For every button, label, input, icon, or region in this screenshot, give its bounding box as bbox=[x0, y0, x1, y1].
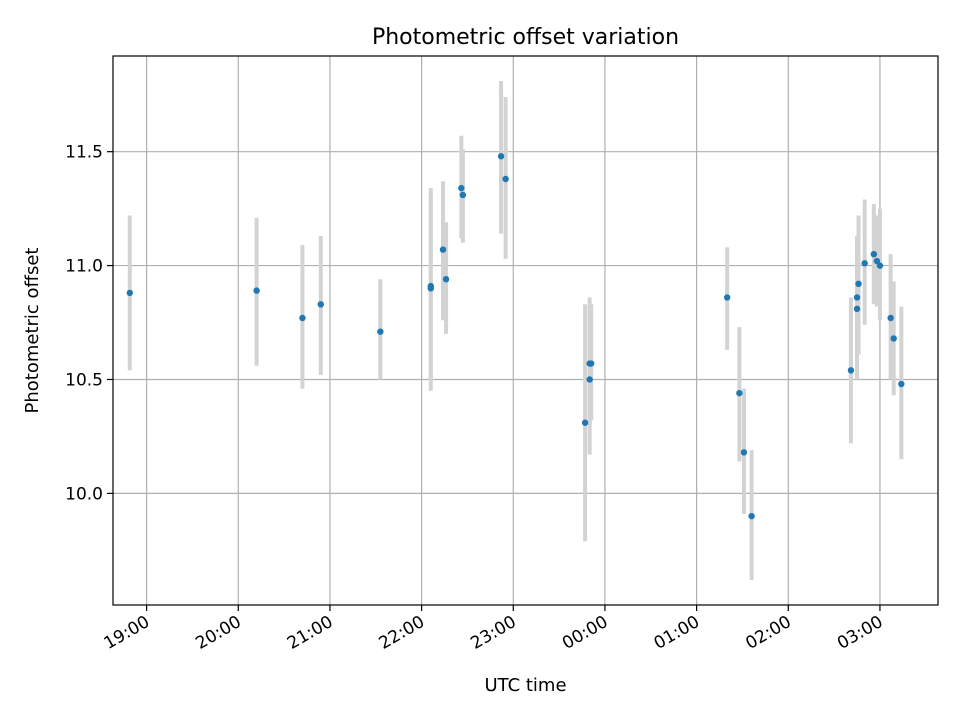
data-point bbox=[736, 389, 743, 397]
data-point bbox=[427, 282, 434, 290]
y-tick-label: 11.0 bbox=[65, 257, 103, 277]
data-point bbox=[442, 276, 450, 283]
data-point bbox=[740, 449, 748, 456]
data-point bbox=[299, 314, 306, 322]
data-point bbox=[853, 294, 861, 301]
data-point bbox=[723, 294, 731, 301]
data-point bbox=[898, 380, 905, 388]
data-point bbox=[439, 246, 447, 253]
chart-title: Photometric offset variation bbox=[372, 25, 679, 50]
data-point bbox=[853, 305, 861, 313]
data-point bbox=[855, 280, 862, 288]
data-points bbox=[126, 153, 905, 520]
data-point bbox=[876, 262, 884, 269]
data-point bbox=[253, 287, 260, 294]
plot-frame bbox=[112, 55, 939, 606]
data-point bbox=[873, 257, 881, 265]
data-point bbox=[748, 512, 755, 520]
y-tick-label: 10.0 bbox=[65, 484, 103, 504]
data-point bbox=[890, 335, 897, 342]
data-point bbox=[581, 419, 589, 426]
grid bbox=[113, 56, 938, 605]
data-point bbox=[377, 328, 384, 335]
data-point bbox=[587, 360, 595, 367]
y-tick-label: 11.5 bbox=[65, 143, 103, 163]
data-point bbox=[847, 367, 855, 374]
data-point bbox=[502, 175, 509, 183]
data-point bbox=[586, 376, 593, 383]
x-axis-label: UTC time bbox=[484, 675, 566, 696]
data-point bbox=[497, 153, 505, 160]
y-axis-label: Photometric offset bbox=[22, 248, 43, 414]
data-point bbox=[870, 250, 878, 258]
data-point bbox=[861, 260, 868, 267]
data-point bbox=[458, 184, 465, 192]
y-tick-label: 10.5 bbox=[65, 370, 103, 390]
data-point bbox=[317, 301, 324, 308]
data-point bbox=[126, 289, 134, 297]
data-point bbox=[459, 191, 467, 199]
data-point bbox=[887, 314, 894, 322]
